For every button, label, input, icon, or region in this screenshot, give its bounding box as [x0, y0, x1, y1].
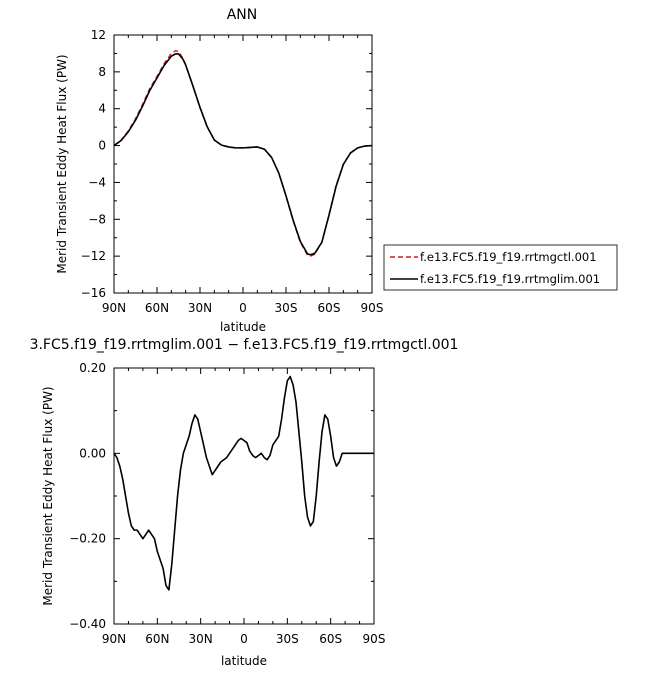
chart-title: 3.FC5.f19_f19.rrtmglim.001 − f.e13.FC5.f…	[30, 337, 459, 353]
legend-label-ctl: f.e13.FC5.f19_f19.rrtmgctl.001	[420, 250, 597, 264]
x-tick-label: 30N	[188, 301, 212, 315]
x-tick-label: 60N	[145, 632, 169, 646]
x-tick-label: 0	[240, 632, 248, 646]
difference-chart: 3.FC5.f19_f19.rrtmglim.001 − f.e13.FC5.f…	[30, 337, 459, 668]
y-tick-label: 4	[98, 102, 106, 116]
x-tick-label: 60S	[318, 301, 341, 315]
x-axis: 90N 60N 30N 0 30S 60S 90S	[102, 35, 384, 315]
y-tick-label: 0	[98, 139, 106, 153]
y-axis: 12 8 4 0 −4 −8 −12 −16	[81, 28, 372, 300]
y-tick-label: −0.40	[69, 617, 106, 631]
x-tick-label: 90N	[102, 632, 126, 646]
y-tick-label: −16	[81, 286, 106, 300]
plot-frame	[113, 367, 375, 625]
x-tick-label: 60N	[145, 301, 169, 315]
x-axis-label: latitude	[220, 320, 266, 334]
series-line-0	[113, 49, 373, 257]
x-tick-label: 0	[239, 301, 247, 315]
chart-title: ANN	[227, 7, 258, 23]
series-lines	[113, 375, 374, 591]
y-axis: 0.20 0.00 −0.20 −0.40	[69, 361, 374, 631]
y-tick-label: 8	[98, 65, 106, 79]
plot-frame	[113, 34, 373, 294]
series-lines	[113, 49, 373, 257]
x-tick-label: 90S	[363, 632, 386, 646]
x-tick-label: 90N	[102, 301, 126, 315]
x-tick-label: 60S	[319, 632, 342, 646]
x-axis-label: latitude	[221, 654, 267, 668]
y-tick-label: −12	[81, 249, 106, 263]
y-tick-label: 0.00	[79, 446, 106, 460]
y-tick-label: −0.20	[69, 532, 106, 546]
y-tick-label: −4	[88, 175, 106, 189]
x-tick-label: 30N	[189, 632, 213, 646]
x-axis: 90N 60N 30N 0 30S 60S 90S	[102, 368, 386, 646]
y-tick-label: 12	[91, 28, 106, 42]
x-tick-label: 30S	[275, 301, 298, 315]
series-line-1	[113, 53, 373, 256]
y-tick-label: −8	[88, 212, 106, 226]
legend-label-lim: f.e13.FC5.f19_f19.rrtmglim.001	[420, 272, 600, 286]
series-line-0	[113, 375, 374, 591]
y-axis-label: Merid Transient Eddy Heat Flux (PW)	[41, 386, 55, 605]
legend-box	[383, 244, 618, 291]
x-tick-label: 30S	[276, 632, 299, 646]
legend: f.e13.FC5.f19_f19.rrtmgctl.001 f.e13.FC5…	[383, 244, 618, 291]
x-tick-label: 90S	[361, 301, 384, 315]
y-tick-label: 0.20	[79, 361, 106, 375]
y-axis-label: Merid Transient Eddy Heat Flux (PW)	[55, 54, 69, 273]
